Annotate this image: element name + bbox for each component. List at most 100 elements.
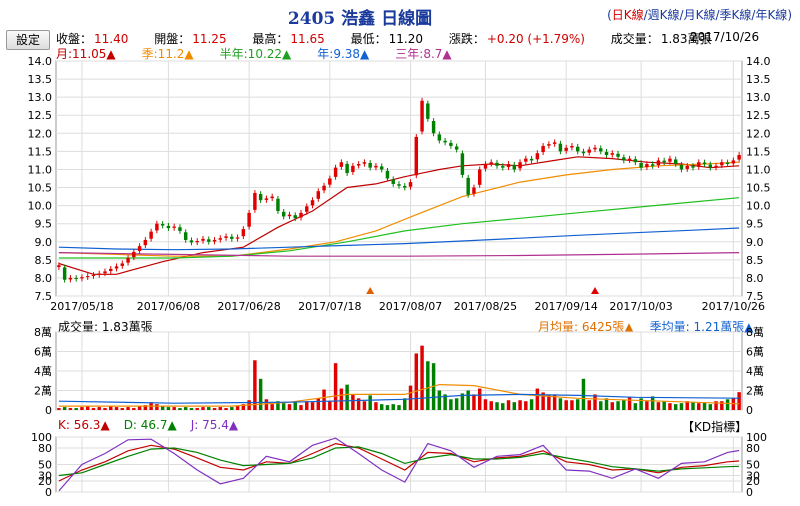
volume-bar [189,408,194,410]
volume-bar [207,407,211,410]
candle-body [264,198,269,200]
volume-label: 成交量： [610,32,659,46]
volume-bar [212,408,217,410]
price-y-tick-right: 12.5 [746,109,771,122]
candle-body [379,166,384,170]
x-tick-label: 2017/08/07 [379,300,442,313]
price-y-tick-left: 12.5 [28,109,53,122]
volume-bar [547,395,551,410]
volume-bar [587,400,591,410]
candle-body [593,147,597,150]
volume-bar [391,404,395,410]
volume-bar [276,401,280,410]
x-tick-label: 2017/06/28 [217,300,280,313]
volume-y-tick-left: 8萬 [34,326,52,339]
candle-body [253,192,257,210]
ma-three-year-legend: 三年:8.7▲ [395,47,452,61]
volume-bar [109,406,113,410]
kd-y-tick-right: 30 [746,470,760,483]
volume-bar [622,400,626,410]
high-value: 11.65 [290,32,325,46]
volume-bar [328,401,332,410]
candle-body [68,277,73,280]
settings-button[interactable]: 設定 [6,30,50,50]
chart-title: 2405 浩鑫 日線圖 [287,9,433,29]
price-y-tick-right: 9.5 [746,218,764,231]
candle-body [114,266,119,269]
candle-body [328,178,332,185]
quote-date: 2017/10/26 [690,30,760,44]
candle-body [287,214,292,217]
volume-bar [322,389,326,410]
volume-bar [155,404,159,410]
candle-body [230,236,234,239]
ma-quarter-legend: 季:11.2▲ [141,47,194,61]
candle-body [178,227,182,231]
period-weekly[interactable]: 週K線 [647,8,680,22]
candle-body [604,151,609,155]
ma-line-ma_quarter [58,161,740,257]
candle-body [397,184,401,186]
candle-body [535,153,540,160]
period-daily[interactable]: 日K線 [611,8,644,22]
kd-y-tick-left: 20 [38,475,52,488]
volume-bar [725,399,730,410]
period-monthly[interactable]: 月K線 [683,8,716,22]
volume-bar [483,399,488,410]
candle-body [564,147,568,151]
candle-body [581,151,586,154]
candle-body [460,153,465,175]
kd-indicator-button[interactable]: 【KD指標】 [682,420,748,434]
volume-bar [316,398,321,410]
candle-body [281,211,286,217]
candle-body [391,179,395,184]
x-tick-label: 2017/06/08 [137,300,200,313]
price-y-tick-left: 14.0 [28,55,53,68]
volume-bar [633,403,638,410]
period-quarterly[interactable]: 季K線 [719,8,752,22]
volume-avg-vol_quarter [58,393,740,404]
price-y-tick-left: 11.5 [28,145,53,158]
paren-open: ( [607,8,612,22]
price-y-tick-right: 8.0 [746,272,764,285]
volume-bar [235,406,240,410]
candle-body [685,165,689,169]
candle-body [276,198,280,212]
volume-bar [120,408,125,410]
volume-bar [437,390,442,410]
volume-quarter-avg: 季均量: 1.21萬張▲ [649,320,754,334]
price-y-tick-right: 13.5 [746,73,771,86]
volume-bar [454,398,459,410]
volume-bar [414,353,419,410]
price-y-tick-right: 12.0 [746,127,771,140]
volume-bar [466,390,470,410]
period-yearly[interactable]: 年K線 [755,8,788,22]
volume-bar [477,388,482,410]
candle-body [431,121,436,134]
candle-body [132,251,136,258]
candle-body [322,185,326,191]
volume-bar [645,401,649,410]
volume-bar [460,393,465,410]
x-tick-label: 2017/10/03 [609,300,672,313]
candle-body [599,148,603,152]
volume-bar [529,399,534,410]
candle-body [477,169,482,185]
period-separator: / [751,8,756,22]
volume-bar [581,378,586,410]
volume-bar [518,400,522,410]
low-value: 11.20 [388,32,423,46]
candle-body [714,165,718,168]
ma-line-ma_three_year [58,252,740,257]
ma-line-ma_year [58,227,740,251]
price-y-tick-right: 14.0 [746,55,771,68]
volume-bar [472,394,476,410]
kd-y-tick-left: 0 [45,486,52,499]
price-y-tick-right: 10.0 [746,200,771,213]
candle-body [483,164,488,169]
candle-body [374,165,378,168]
paren-close: ) [787,8,792,22]
volume-bar [143,405,148,410]
volume-bar [397,405,401,410]
candle-body [333,167,338,177]
